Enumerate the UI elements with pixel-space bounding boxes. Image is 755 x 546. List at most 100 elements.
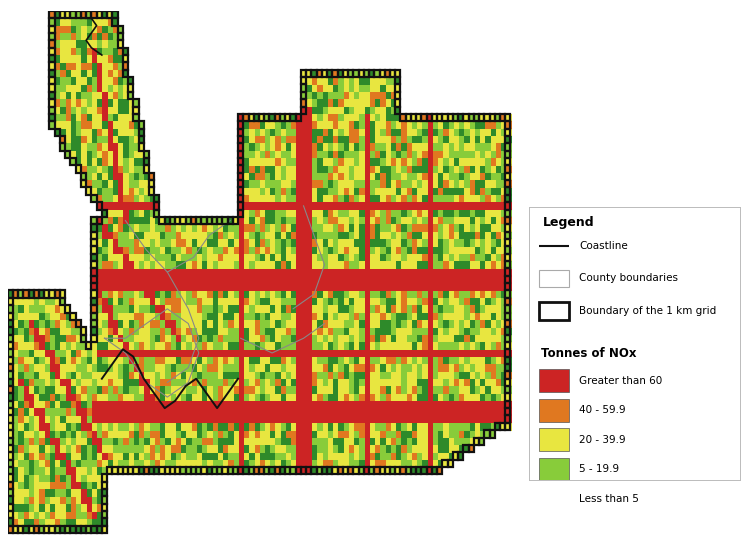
Bar xyxy=(311,467,316,474)
Bar xyxy=(175,467,180,474)
Bar xyxy=(8,526,13,533)
Bar xyxy=(50,55,54,62)
Bar xyxy=(505,129,510,136)
Bar xyxy=(238,151,243,158)
Bar xyxy=(505,121,510,129)
Bar xyxy=(118,467,123,474)
Bar xyxy=(76,165,81,173)
Bar xyxy=(238,114,243,121)
Bar xyxy=(112,11,118,18)
Bar xyxy=(380,467,385,474)
Bar xyxy=(385,467,390,474)
Bar xyxy=(134,467,138,474)
Bar xyxy=(332,70,337,77)
Bar xyxy=(70,11,76,18)
Text: County boundaries: County boundaries xyxy=(579,274,678,283)
Bar xyxy=(91,239,97,246)
Bar xyxy=(248,467,254,474)
Bar xyxy=(91,320,97,327)
Bar xyxy=(118,40,123,48)
Bar xyxy=(170,217,175,224)
Bar xyxy=(395,70,400,77)
Bar xyxy=(143,165,149,173)
Bar xyxy=(8,364,13,371)
Bar xyxy=(217,467,222,474)
Bar xyxy=(128,92,134,99)
Bar xyxy=(50,99,54,106)
Bar xyxy=(364,467,369,474)
Bar xyxy=(489,430,495,437)
Text: 40 - 59.9: 40 - 59.9 xyxy=(579,405,626,416)
Bar xyxy=(458,452,464,460)
Bar xyxy=(138,129,143,136)
Bar xyxy=(102,519,107,526)
Bar xyxy=(8,357,13,364)
Bar xyxy=(432,467,437,474)
Bar xyxy=(60,136,65,143)
Bar xyxy=(159,217,165,224)
Bar xyxy=(348,70,353,77)
Bar xyxy=(343,70,348,77)
Bar xyxy=(102,526,107,533)
FancyBboxPatch shape xyxy=(539,270,569,287)
Bar xyxy=(248,114,254,121)
Bar xyxy=(505,349,510,357)
Bar xyxy=(301,77,307,85)
Bar xyxy=(8,482,13,489)
Bar xyxy=(60,290,65,298)
Bar xyxy=(8,452,13,460)
Bar xyxy=(395,85,400,92)
Bar xyxy=(495,423,500,430)
Bar xyxy=(50,11,54,18)
Bar xyxy=(385,70,390,77)
Bar xyxy=(180,467,186,474)
Text: Legend: Legend xyxy=(544,216,595,229)
Bar xyxy=(23,290,29,298)
Bar xyxy=(112,18,118,26)
Bar xyxy=(374,70,380,77)
Bar xyxy=(227,217,233,224)
Bar xyxy=(458,114,464,121)
Bar xyxy=(202,467,207,474)
Bar xyxy=(369,467,374,474)
Bar xyxy=(8,496,13,504)
Bar xyxy=(86,526,91,533)
Bar xyxy=(8,430,13,437)
Bar xyxy=(81,335,86,342)
Bar xyxy=(332,467,337,474)
Bar xyxy=(505,143,510,151)
Text: Coastline: Coastline xyxy=(579,241,628,251)
Bar xyxy=(395,106,400,114)
Bar xyxy=(143,151,149,158)
Bar xyxy=(8,504,13,511)
Bar xyxy=(50,114,54,121)
Bar xyxy=(442,114,448,121)
Bar xyxy=(186,467,191,474)
Bar xyxy=(8,519,13,526)
Bar xyxy=(505,269,510,276)
Bar xyxy=(86,187,91,195)
Bar xyxy=(327,70,332,77)
Bar xyxy=(291,114,296,121)
Bar xyxy=(154,467,159,474)
Bar xyxy=(505,386,510,394)
Bar xyxy=(8,312,13,320)
Bar xyxy=(505,342,510,349)
Bar xyxy=(296,114,301,121)
Bar xyxy=(301,85,307,92)
Bar xyxy=(238,180,243,187)
Bar xyxy=(50,526,54,533)
Bar xyxy=(149,173,154,180)
Bar xyxy=(50,48,54,55)
Bar xyxy=(212,467,217,474)
Bar xyxy=(13,290,18,298)
Bar xyxy=(54,11,60,18)
Bar xyxy=(8,386,13,394)
Bar xyxy=(50,62,54,70)
Bar xyxy=(13,526,18,533)
Bar xyxy=(405,467,411,474)
Bar xyxy=(70,526,76,533)
Bar xyxy=(81,180,86,187)
Bar xyxy=(364,70,369,77)
Bar xyxy=(8,489,13,496)
